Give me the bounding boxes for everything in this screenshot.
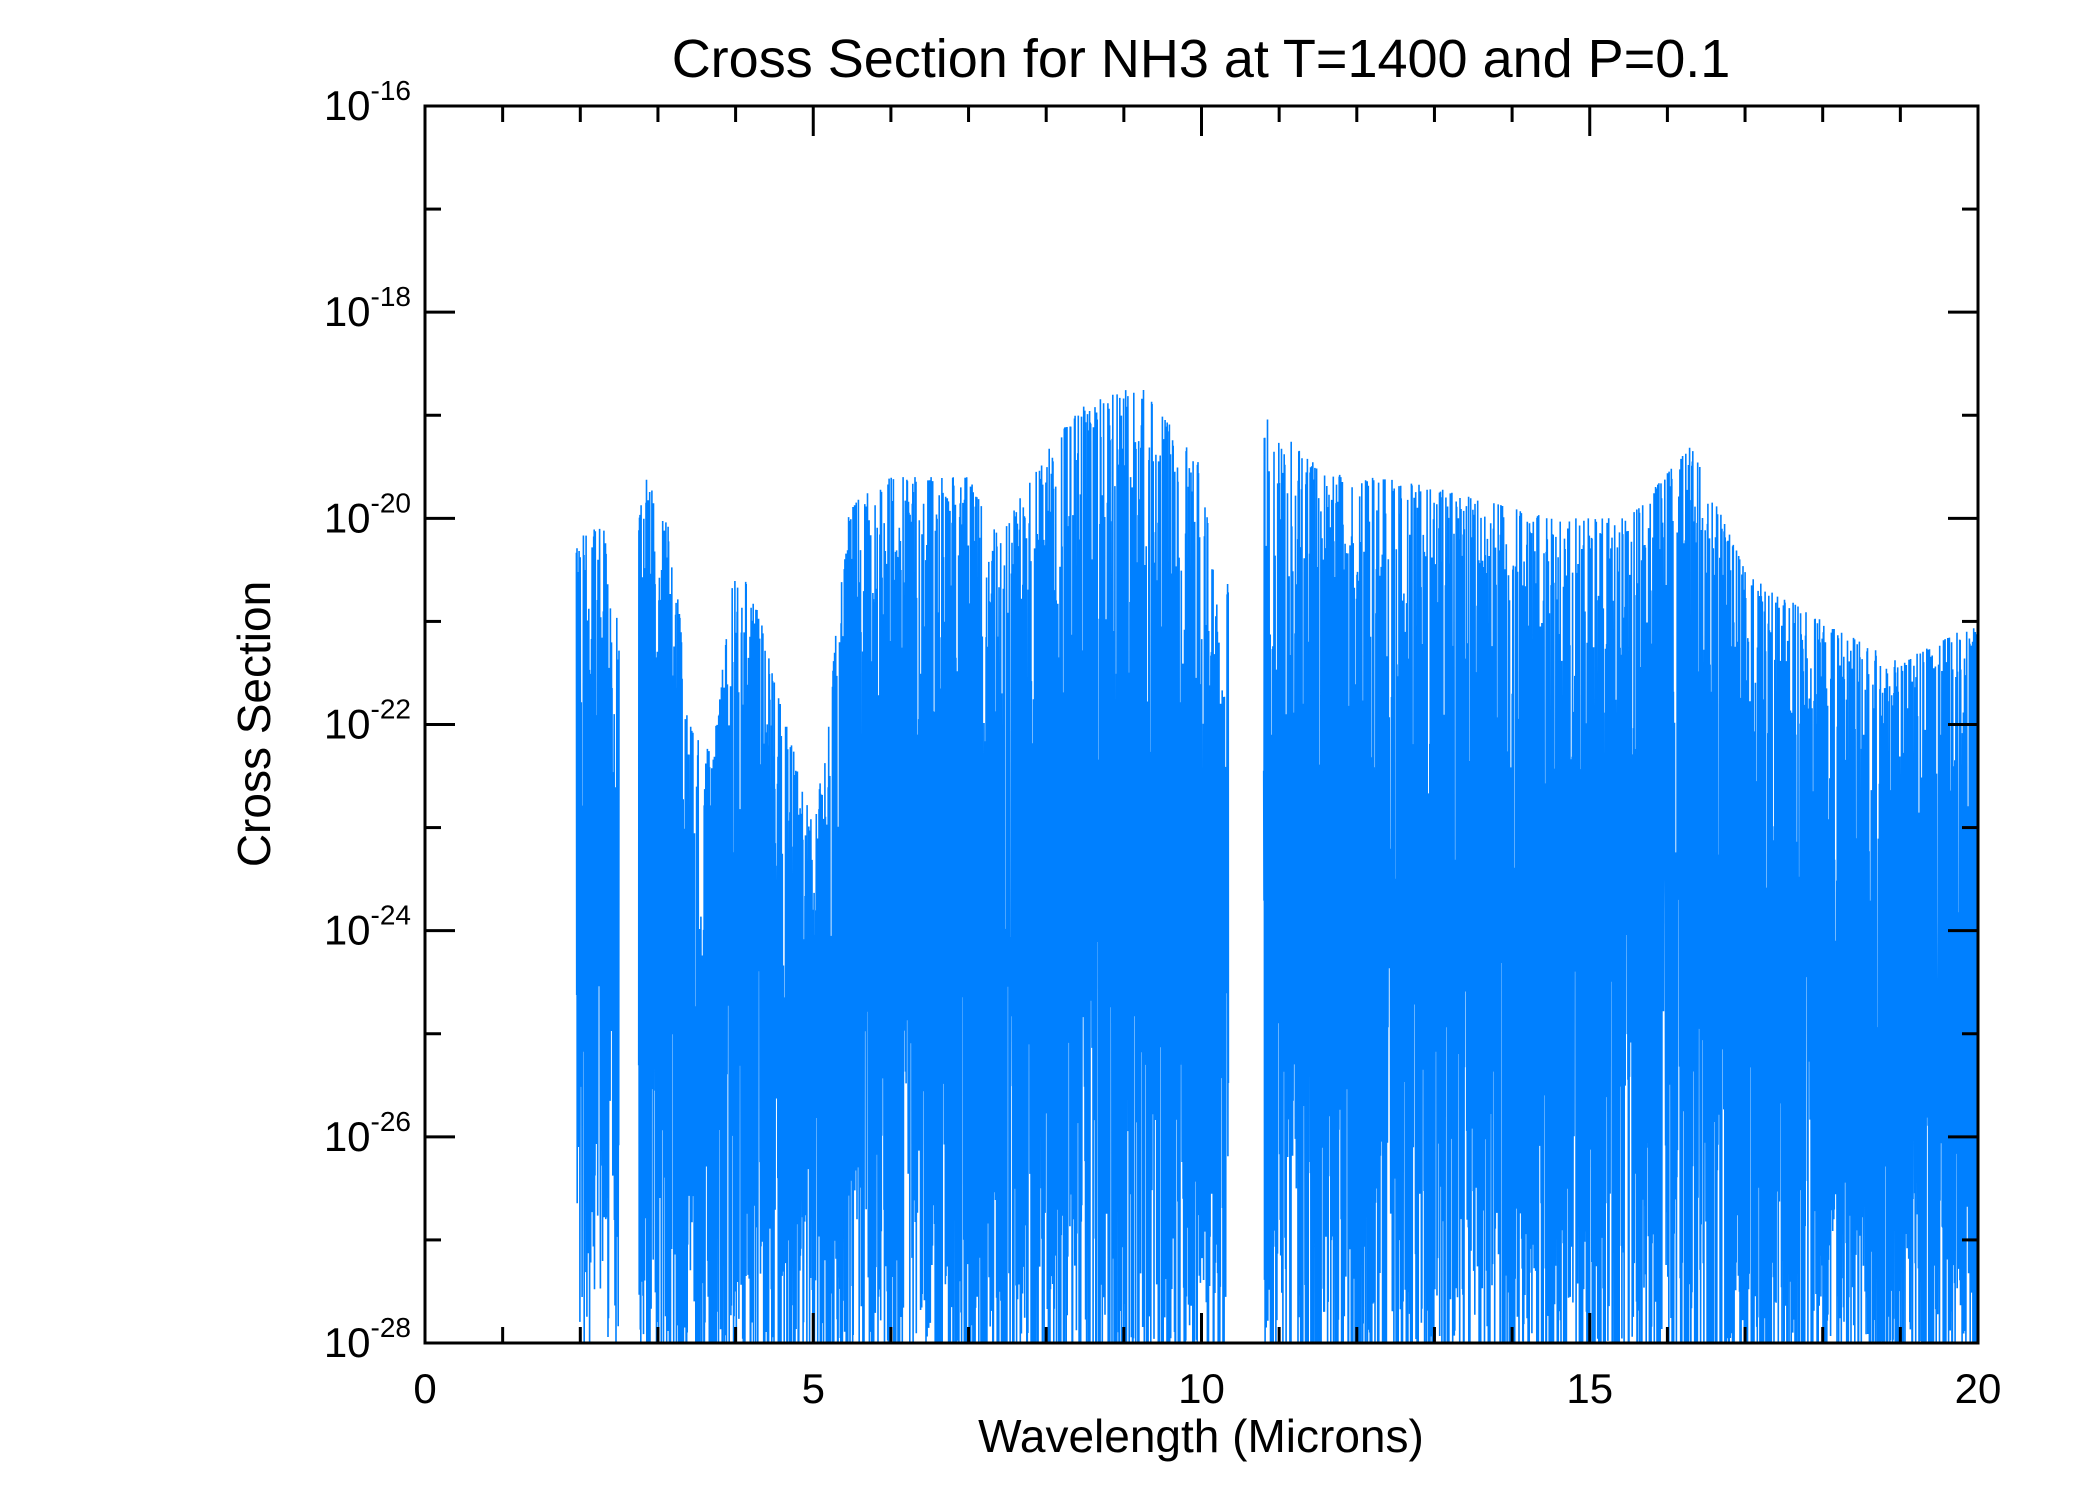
y-tick-label: 10-28 — [324, 1312, 411, 1366]
x-tick-label: 15 — [1566, 1365, 1613, 1412]
x-axis-label: Wavelength (Microns) — [978, 1410, 1424, 1462]
y-tick-label: 10-26 — [324, 1106, 411, 1160]
y-tick-label: 10-20 — [324, 487, 411, 541]
y-tick-exponent: -18 — [371, 281, 411, 312]
x-tick-labels: 0 5 10 15 20 — [413, 1365, 2001, 1412]
y-tick-exponent: -22 — [371, 694, 411, 725]
series-group — [575, 389, 1979, 1344]
y-tick-label: 10-24 — [324, 900, 411, 954]
y-tick-label: 10-22 — [324, 694, 411, 748]
y-tick-exponent: -24 — [371, 900, 411, 931]
y-tick-label: 10-18 — [324, 281, 411, 335]
y-tick-base: 10 — [324, 907, 371, 954]
y-tick-exponent: -20 — [371, 487, 411, 518]
y-tick-base: 10 — [324, 494, 371, 541]
y-tick-base: 10 — [324, 288, 371, 335]
y-tick-label: 10-16 — [324, 75, 411, 129]
x-tick-label: 5 — [802, 1365, 825, 1412]
y-tick-base: 10 — [324, 82, 371, 129]
y-tick-exponent: -26 — [371, 1106, 411, 1137]
chart-title: Cross Section for NH3 at T=1400 and P=0.… — [672, 29, 1731, 89]
y-axis-label: Cross Section — [228, 581, 280, 867]
series-line — [575, 389, 1979, 1344]
y-tick-exponent: -28 — [371, 1312, 411, 1343]
x-tick-label: 0 — [413, 1365, 436, 1412]
y-tick-exponent: -16 — [371, 75, 411, 106]
ticks-group — [423, 104, 1980, 1345]
x-tick-label: 10 — [1178, 1365, 1225, 1412]
y-tick-base: 10 — [324, 1113, 371, 1160]
y-tick-base: 10 — [324, 701, 371, 748]
y-tick-base: 10 — [324, 1319, 371, 1366]
x-tick-label: 20 — [1955, 1365, 2002, 1412]
